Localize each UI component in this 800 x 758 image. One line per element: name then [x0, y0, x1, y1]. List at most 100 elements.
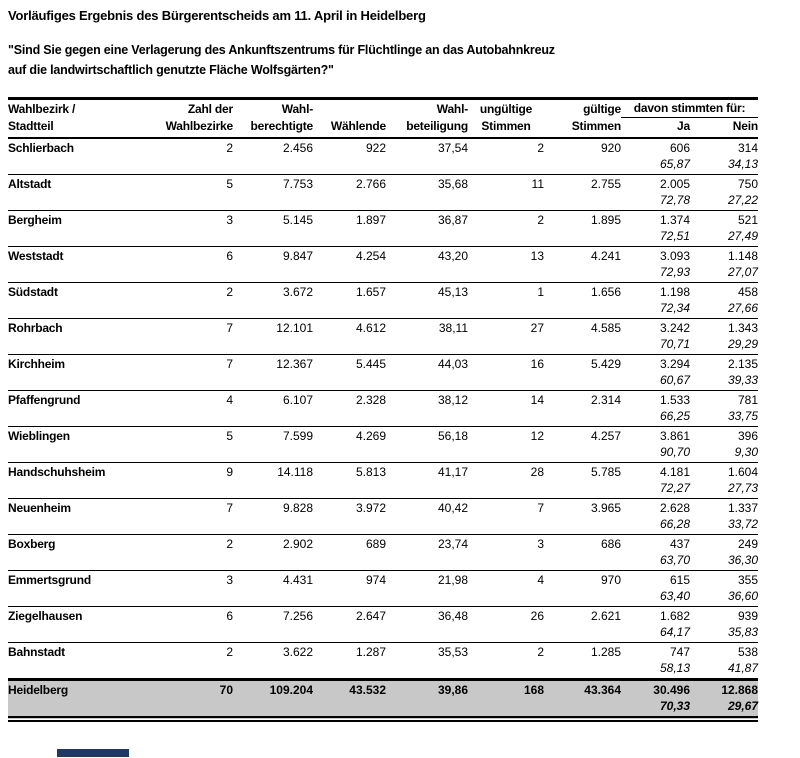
cell-valid: 4.585 [544, 318, 621, 337]
cell-valid: 4.241 [544, 246, 621, 265]
cell-yes-percent: 90,70 [659, 445, 690, 459]
cell-yes-percent: 64,17 [659, 625, 690, 639]
cell-spacer [8, 301, 621, 319]
cell-turnout: 36,48 [386, 606, 468, 625]
cell-district-name: Rohrbach [8, 318, 158, 337]
cell-voters: 922 [313, 137, 386, 157]
cell-spacer [8, 193, 621, 211]
cell-yes-percent: 70,33 [621, 699, 690, 722]
table-row-percentages: 70,33 29,67 [8, 699, 759, 722]
cell-turnout: 39,86 [386, 678, 468, 699]
cell-voters: 2.647 [313, 606, 386, 625]
cell-district-name: Pfaffengrund [8, 390, 158, 409]
table-row-percentages: 70,71 29,29 [8, 337, 758, 355]
table-row: Südstadt 2 3.672 1.657 45,13 1 1.656 1.1… [8, 282, 759, 301]
table-row: Weststadt 6 9.847 4.254 43,20 13 4.241 3… [8, 246, 759, 265]
cell-invalid: 16 [468, 354, 544, 373]
cell-valid: 43.364 [544, 678, 621, 699]
cell-district-name: Weststadt [8, 246, 158, 265]
cell-voters: 689 [313, 534, 386, 553]
cell-spacer [8, 661, 621, 680]
cell-eligible: 7.599 [233, 426, 313, 445]
cell-valid: 1.895 [544, 210, 621, 229]
table-row-percentages: 60,67 39,33 [8, 373, 758, 391]
cell-yes: 3.861 [621, 426, 690, 445]
cell-turnout: 56,18 [386, 426, 468, 445]
cell-yes-percent: 63,40 [659, 589, 690, 603]
cell-yes-percent: 66,28 [659, 517, 690, 531]
cell-voters: 974 [313, 570, 386, 589]
cell-turnout: 23,74 [386, 534, 468, 553]
cell-district-name: Emmertsgrund [8, 570, 158, 589]
cell-no: 1.604 [690, 462, 759, 481]
cell-yes-percent: 72,93 [659, 265, 690, 279]
cell-no: 750 [690, 174, 759, 193]
cell-no: 2.135 [690, 354, 759, 373]
cell-no-percent: 33,72 [727, 517, 759, 531]
cell-valid: 970 [544, 570, 621, 589]
table-row: Altstadt 5 7.753 2.766 35,68 11 2.755 2.… [8, 174, 759, 193]
cell-voters: 4.269 [313, 426, 386, 445]
cell-voters: 5.813 [313, 462, 386, 481]
header-eligible-2: berechtigte [233, 117, 313, 139]
cell-eligible: 12.367 [233, 354, 313, 373]
header-num-districts: Zahl der [187, 101, 233, 116]
cell-yes: 606 [621, 137, 690, 157]
cell-no: 355 [690, 570, 759, 589]
cell-num-districts: 2 [158, 642, 233, 661]
table-row: Schlierbach 2 2.456 922 37,54 2 920 606 … [8, 137, 759, 157]
cell-eligible: 14.118 [233, 462, 313, 481]
cell-invalid: 13 [468, 246, 544, 265]
cell-eligible: 3.622 [233, 642, 313, 661]
cell-eligible: 3.672 [233, 282, 313, 301]
header-no: Nein [690, 117, 758, 139]
cell-yes: 1.682 [621, 606, 690, 625]
cell-invalid: 3 [468, 534, 544, 553]
report-page: Vorläufiges Ergebnis des Bürgerentscheid… [8, 8, 758, 722]
cell-spacer [8, 481, 621, 499]
cell-voters: 4.254 [313, 246, 386, 265]
cell-yes: 1.374 [621, 210, 690, 229]
cell-spacer [8, 553, 621, 571]
results-table: Wahlbezirk / Zahl der Wahl- Wahl- ungült… [8, 97, 758, 722]
cell-yes-percent: 72,34 [659, 301, 690, 315]
header-yes: Ja [621, 117, 690, 139]
header-district-2: Stadtteil [8, 117, 158, 139]
table-row-percentages: 65,87 34,13 [8, 157, 758, 175]
cell-no-percent: 27,22 [727, 193, 759, 207]
cell-num-districts: 5 [158, 174, 233, 193]
cell-no: 521 [690, 210, 759, 229]
cell-voters: 5.445 [313, 354, 386, 373]
cell-eligible: 109.204 [233, 678, 313, 699]
cell-eligible: 9.828 [233, 498, 313, 517]
cell-valid: 1.656 [544, 282, 621, 301]
cell-no-percent: 27,49 [727, 229, 759, 243]
cell-valid: 5.429 [544, 354, 621, 373]
cell-spacer [8, 589, 621, 607]
cell-no: 458 [690, 282, 759, 301]
cell-voters: 2.328 [313, 390, 386, 409]
cell-valid: 920 [544, 137, 621, 157]
cell-invalid: 28 [468, 462, 544, 481]
cell-district-name: Schlierbach [8, 137, 158, 157]
table-row-percentages: 64,17 35,83 [8, 625, 758, 643]
cell-num-districts: 9 [158, 462, 233, 481]
table-row-percentages: 58,13 41,87 [8, 661, 758, 680]
cell-no-percent: 27,73 [727, 481, 759, 495]
cell-spacer [8, 265, 621, 283]
header-turnout-2: beteiligung [386, 117, 468, 139]
cell-yes-percent: 65,87 [659, 157, 690, 171]
cell-spacer [8, 517, 621, 535]
cell-valid: 2.755 [544, 174, 621, 193]
cell-num-districts: 2 [158, 137, 233, 157]
cell-eligible: 12.101 [233, 318, 313, 337]
cell-invalid: 26 [468, 606, 544, 625]
cell-district-name: Kirchheim [8, 354, 158, 373]
cell-yes: 1.198 [621, 282, 690, 301]
table-row: Ziegelhausen 6 7.256 2.647 36,48 26 2.62… [8, 606, 759, 625]
table-row: Emmertsgrund 3 4.431 974 21,98 4 970 615… [8, 570, 759, 589]
cell-invalid: 7 [468, 498, 544, 517]
cell-spacer [8, 157, 621, 175]
header-invalid: ungültige [479, 101, 533, 116]
cell-district-name: Altstadt [8, 174, 158, 193]
